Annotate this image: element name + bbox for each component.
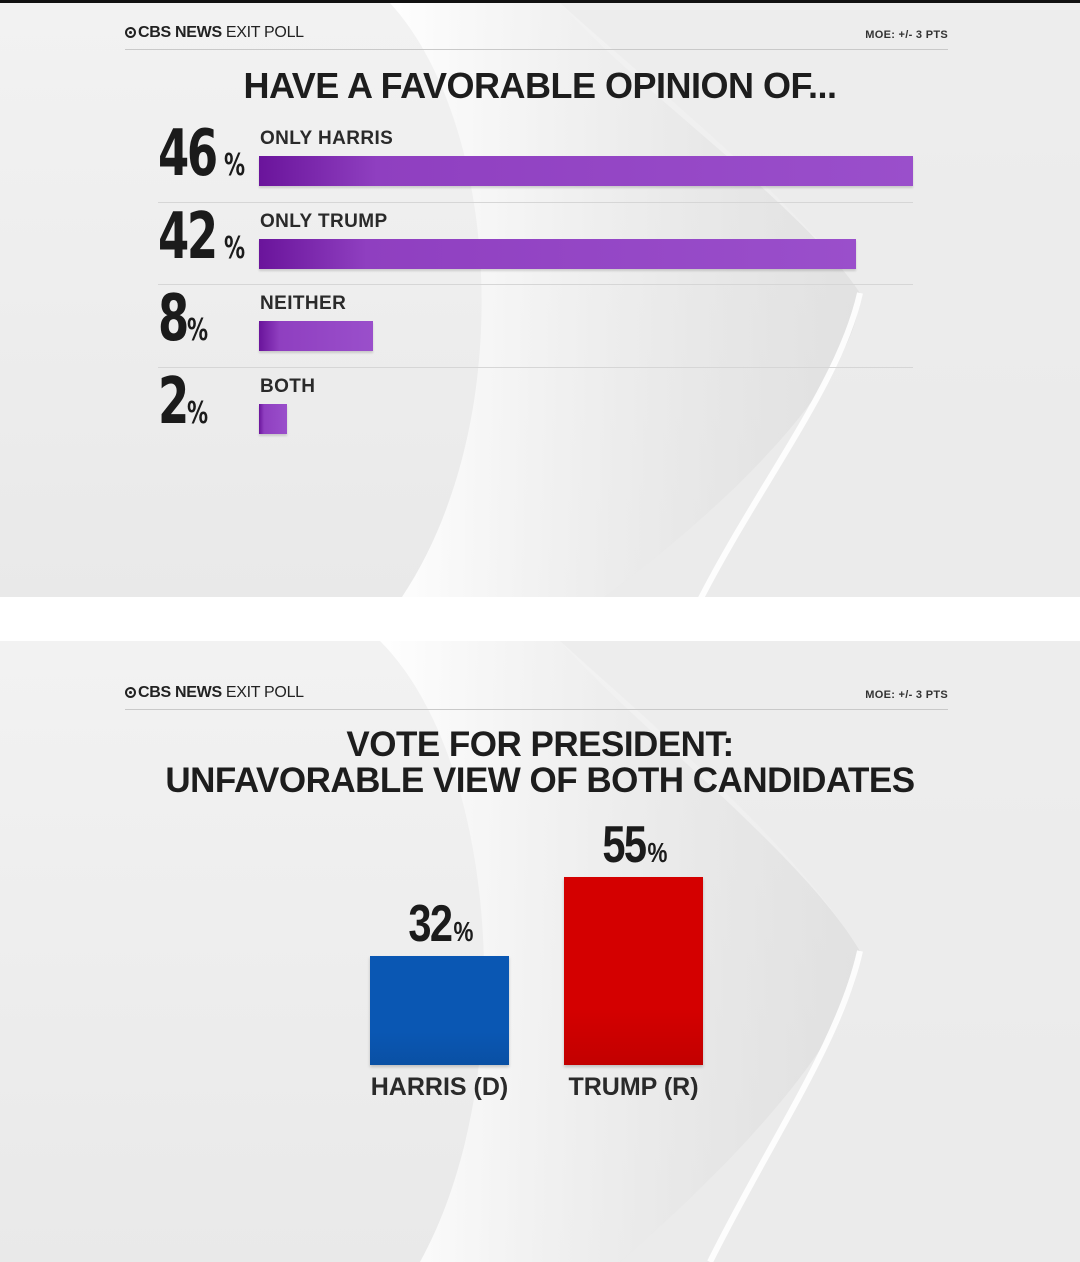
margin-of-error: MOE: +/- 3 PTS [865,29,948,41]
percent-symbol: % [647,837,668,868]
bar [259,238,857,269]
chart-title: VOTE FOR PRESIDENT: UNFAVORABLE VIEW OF … [0,727,1080,799]
percent-value: 55 [602,816,648,874]
cbs-eye-icon [125,27,136,38]
percent-value: 2 [158,364,189,439]
percent-label: 46% [158,117,251,191]
cbs-news-brand: CBS NEWS EXIT POLL [125,24,304,42]
bar [259,403,288,434]
favorable-opinion-panel: CBS NEWS EXIT POLL MOE: +/- 3 PTS HAVE A … [0,0,1080,597]
background-swoosh [390,3,1080,597]
percent-label: 32% [350,894,529,954]
percent-value: 42 [158,199,218,274]
category-label: HARRIS (D) [370,1073,509,1101]
percent-symbol: % [224,230,246,266]
percent-symbol: % [187,313,209,348]
percent-symbol: % [453,915,474,947]
row-separator [158,366,913,368]
cbs-eye-icon [125,687,136,698]
percent-symbol: % [187,395,209,431]
category-label: NEITHER [260,293,347,314]
category-label: TRUMP (R) [568,1073,699,1101]
percent-label: 42% [158,200,251,274]
category-label: ONLY TRUMP [260,210,388,232]
bar [564,877,703,1065]
bar [259,156,913,186]
category-label: ONLY HARRIS [260,128,394,149]
header-divider [125,709,948,710]
chart-title-line-1: VOTE FOR PRESIDENT: [346,725,734,764]
bar [259,321,373,351]
row-separator [158,201,913,203]
percent-value: 46 [158,117,218,191]
category-label: BOTH [260,375,316,397]
chart-title: HAVE A FAVORABLE OPINION OF... [243,65,837,106]
percent-value: 32 [408,894,454,953]
percent-label: 2% [158,365,214,439]
bar [370,955,509,1065]
header-divider [125,49,948,50]
chart-title-line-2: UNFAVORABLE VIEW OF BOTH CANDIDATES [165,761,915,800]
row-separator [158,284,913,285]
percent-symbol: % [224,148,246,183]
percent-value: 8 [158,282,189,356]
cbs-news-brand: CBS NEWS EXIT POLL [125,684,304,702]
percent-label: 8% [158,282,214,356]
margin-of-error: MOE: +/- 3 PTS [865,689,948,701]
percent-label: 55% [544,815,723,875]
